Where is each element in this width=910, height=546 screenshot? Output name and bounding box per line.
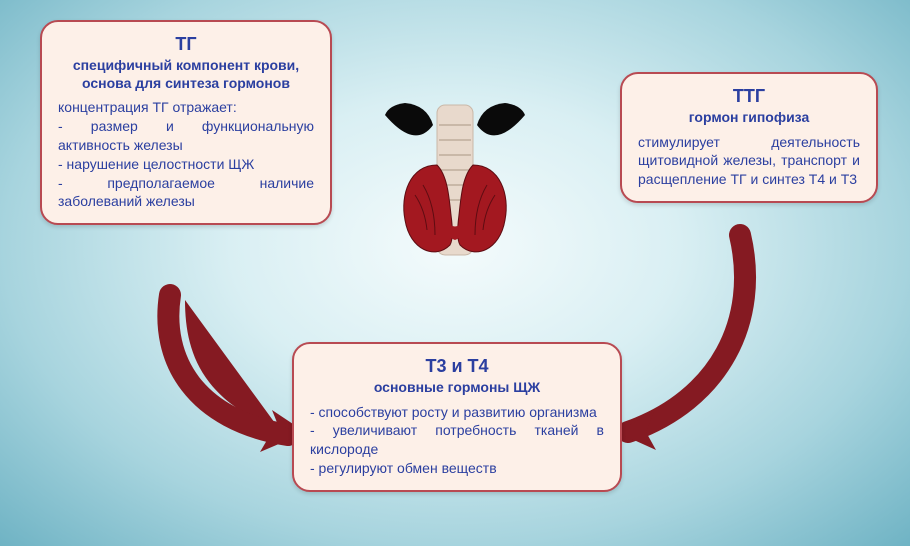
ttg-subtitle: гормон гипофиза bbox=[638, 109, 860, 127]
t3t4-bullet-2: - регулируют обмен веществ bbox=[310, 459, 604, 478]
tg-bullet-0: - размер и функциональную активность жел… bbox=[58, 117, 314, 155]
tg-title: ТГ bbox=[58, 34, 314, 55]
t3t4-title: Т3 и Т4 bbox=[310, 356, 604, 377]
t3t4-subtitle: основные гормоны ЩЖ bbox=[310, 379, 604, 397]
ttg-body: стимулирует деятельность щитовидной желе… bbox=[638, 133, 860, 190]
tg-bullet-1: - нарушение целостности ЩЖ bbox=[58, 155, 314, 174]
t3t4-bullet-1: - увеличивают потребность тканей в кисло… bbox=[310, 421, 604, 459]
tg-body: концентрация ТГ отражает: - размер и фун… bbox=[58, 98, 314, 211]
tg-bullet-2: - предполагаемое наличие заболеваний жел… bbox=[58, 174, 314, 212]
tg-subtitle: специфичный компонент крови, основа для … bbox=[58, 57, 314, 92]
tg-lead: концентрация ТГ отражает: bbox=[58, 99, 237, 115]
tg-card: ТГ специфичный компонент крови, основа д… bbox=[40, 20, 332, 225]
t3t4-body: - способствуют росту и развитию организм… bbox=[310, 403, 604, 479]
thyroid-anatomy-icon bbox=[355, 65, 555, 295]
ttg-card: ТТГ гормон гипофиза стимулирует деятельн… bbox=[620, 72, 878, 203]
t3t4-bullet-0: - способствуют росту и развитию организм… bbox=[310, 403, 604, 422]
t3t4-card: Т3 и Т4 основные гормоны ЩЖ - способству… bbox=[292, 342, 622, 492]
ttg-title: ТТГ bbox=[638, 86, 860, 107]
